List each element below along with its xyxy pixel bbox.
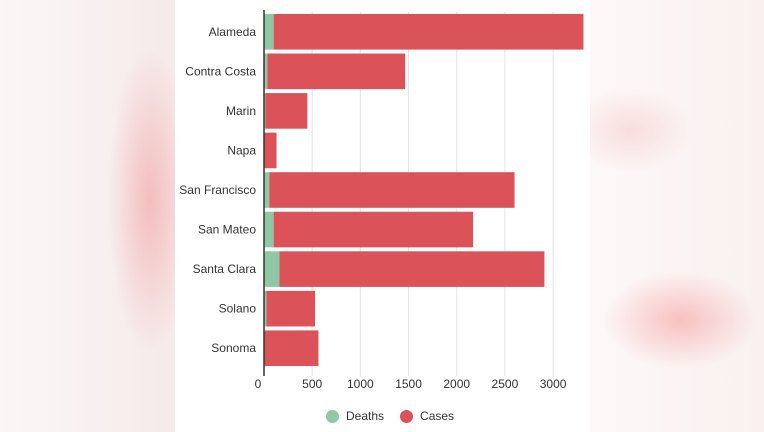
bar-cases-alameda[interactable] — [273, 13, 584, 50]
x-tick-label: 1500 — [395, 377, 422, 391]
background-right — [590, 0, 764, 432]
x-tick-label: 500 — [302, 377, 322, 391]
bar-cases-san-francisco[interactable] — [269, 172, 515, 208]
category-label: Sonoma — [211, 341, 256, 355]
category-label: Napa — [227, 143, 256, 157]
category-label: San Mateo — [198, 223, 256, 237]
bar-deaths-contra-costa[interactable] — [264, 53, 268, 90]
legend-item-deaths[interactable]: Deaths — [326, 409, 384, 423]
bar-cases-napa[interactable] — [264, 132, 277, 169]
bar-cases-sonoma[interactable] — [264, 330, 319, 367]
bar-cases-contra-costa[interactable] — [267, 53, 406, 90]
legend-label-cases: Cases — [420, 409, 455, 423]
x-tick-label: 0 — [255, 377, 262, 391]
x-tick-label: 1000 — [347, 377, 374, 391]
x-tick-labels: 0 500 1000 1500 2000 2500 3000 — [255, 377, 567, 391]
legend: Deaths Cases — [326, 407, 470, 425]
legend-label-deaths: Deaths — [346, 409, 385, 423]
category-label: Alameda — [209, 25, 257, 39]
bar-cases-solano[interactable] — [266, 290, 316, 327]
x-tick-label: 2000 — [443, 377, 470, 391]
bars — [264, 13, 584, 367]
bar-cases-santa-clara[interactable] — [279, 251, 545, 287]
background-left — [0, 0, 175, 432]
category-labels: Alameda Contra Costa Marin Napa San Francisc… — [179, 25, 256, 355]
category-label: Contra Costa — [185, 64, 256, 78]
category-label: Santa Clara — [193, 262, 257, 276]
bar-cases-san-mateo[interactable] — [273, 211, 474, 248]
bar-deaths-alameda[interactable] — [264, 13, 274, 50]
bar-deaths-san-mateo[interactable] — [264, 211, 274, 248]
x-tick-label: 2500 — [492, 377, 519, 391]
bar-deaths-solano[interactable] — [264, 290, 267, 327]
category-label: Marin — [226, 104, 256, 118]
bar-deaths-santa-clara[interactable] — [264, 251, 280, 287]
category-label: San Francisco — [179, 183, 256, 197]
cases-swatch-icon — [400, 409, 414, 423]
category-label: Solano — [219, 302, 257, 316]
deaths-swatch-icon — [326, 409, 339, 423]
x-tick-label: 3000 — [540, 377, 567, 391]
bar-deaths-san-francisco[interactable] — [264, 172, 270, 208]
bar-cases-marin[interactable] — [265, 93, 308, 129]
legend-item-cases[interactable]: Cases — [400, 409, 454, 423]
